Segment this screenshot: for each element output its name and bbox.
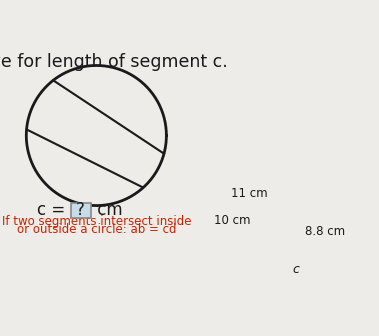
- Text: ?: ?: [76, 201, 85, 219]
- Text: Solve for length of segment c.: Solve for length of segment c.: [0, 52, 228, 71]
- Text: 11 cm: 11 cm: [232, 187, 268, 200]
- Text: c =: c =: [37, 201, 70, 219]
- Text: or outside a circle: ab = cd: or outside a circle: ab = cd: [17, 223, 176, 236]
- Text: 10 cm: 10 cm: [215, 214, 251, 227]
- Text: cm: cm: [92, 201, 122, 219]
- Text: If two segments intersect inside: If two segments intersect inside: [2, 215, 191, 228]
- Text: 8.8 cm: 8.8 cm: [305, 225, 345, 238]
- Text: c: c: [293, 263, 300, 276]
- FancyBboxPatch shape: [70, 203, 91, 218]
